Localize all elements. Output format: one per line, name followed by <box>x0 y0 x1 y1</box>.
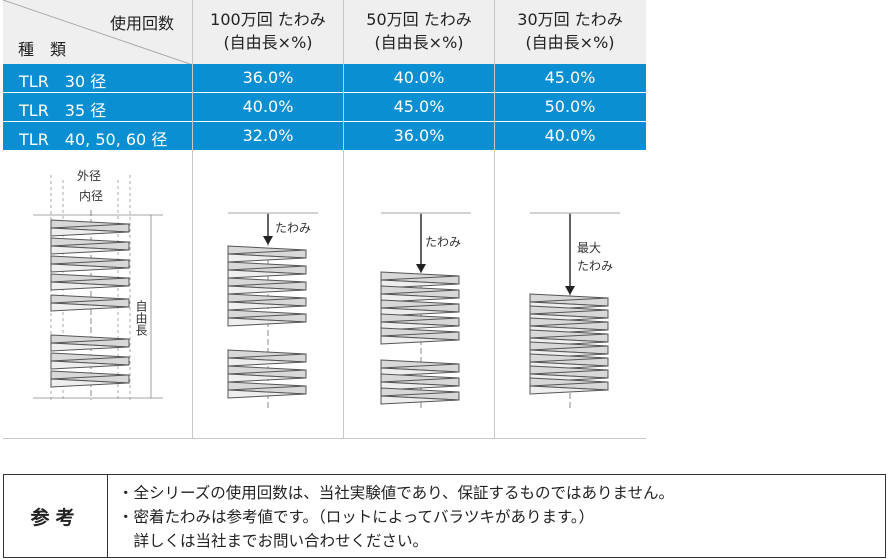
row-value: 50.0% <box>544 97 596 116</box>
reference-note: 参考 ・全シリーズの使用回数は、当社実験値であり、保証するものではありません。 … <box>3 474 886 558</box>
row-value: 40.0% <box>242 97 294 116</box>
corner-usage-label: 使用回数 <box>110 14 175 33</box>
header-col-2: 50万回 たわみ (自由長×%) <box>366 10 472 52</box>
note-title: 参考 <box>4 475 108 557</box>
note-line: ・全シリーズの使用回数は、当社実験値であり、保証するものではありません。 <box>118 484 674 502</box>
row-value: 40.0% <box>544 126 596 145</box>
corner-type-label: 種 類 <box>18 40 67 59</box>
header-col-3: 30万回 たわみ (自由長×%) <box>517 10 623 52</box>
outer-diameter-label: 外径 <box>77 169 101 183</box>
spring-500k <box>380 212 471 410</box>
spring-300k <box>529 212 620 410</box>
free-length-label: 自由長 <box>134 300 148 336</box>
note-line: 詳しくは当社までお問い合わせください。 <box>118 532 429 550</box>
note-line: ・密着たわみは参考値です。（ロットによってバラツキがあります。） <box>118 508 595 526</box>
deflection-label: たわみ <box>275 221 311 235</box>
spring-100k <box>227 212 318 410</box>
table-header <box>3 0 646 65</box>
row-value: 36.0% <box>242 68 294 87</box>
free-length-spring <box>33 175 163 400</box>
corner-diagonal <box>3 0 193 65</box>
row-value: 32.0% <box>242 126 294 145</box>
row-value: 40.0% <box>393 68 445 87</box>
max-label-2: たわみ <box>577 259 613 273</box>
table-row: TLR 30 径 36.0% 40.0% 45.0% <box>3 64 646 92</box>
row-value: 36.0% <box>393 126 445 145</box>
note-lines: ・全シリーズの使用回数は、当社実験値であり、保証するものではありません。 ・密着… <box>118 481 674 553</box>
table-row: TLR 35 径 40.0% 45.0% 50.0% <box>3 93 646 121</box>
row-label: TLR 40, 50, 60 径 <box>19 130 168 149</box>
table-row: TLR 40, 50, 60 径 32.0% 36.0% 40.0% <box>3 122 646 150</box>
inner-diameter-label: 内径 <box>79 189 103 203</box>
row-label: TLR 35 径 <box>19 101 107 120</box>
header-col-1: 100万回 たわみ (自由長×%) <box>210 10 326 52</box>
spring-diagram: 外径 内径 自由長 たわみ たわみ <box>33 169 620 410</box>
deflection-label: たわみ <box>425 235 461 249</box>
max-label-1: 最大 <box>577 241 601 255</box>
row-label: TLR 30 径 <box>19 72 107 91</box>
row-value: 45.0% <box>544 68 596 87</box>
row-value: 45.0% <box>393 97 445 116</box>
